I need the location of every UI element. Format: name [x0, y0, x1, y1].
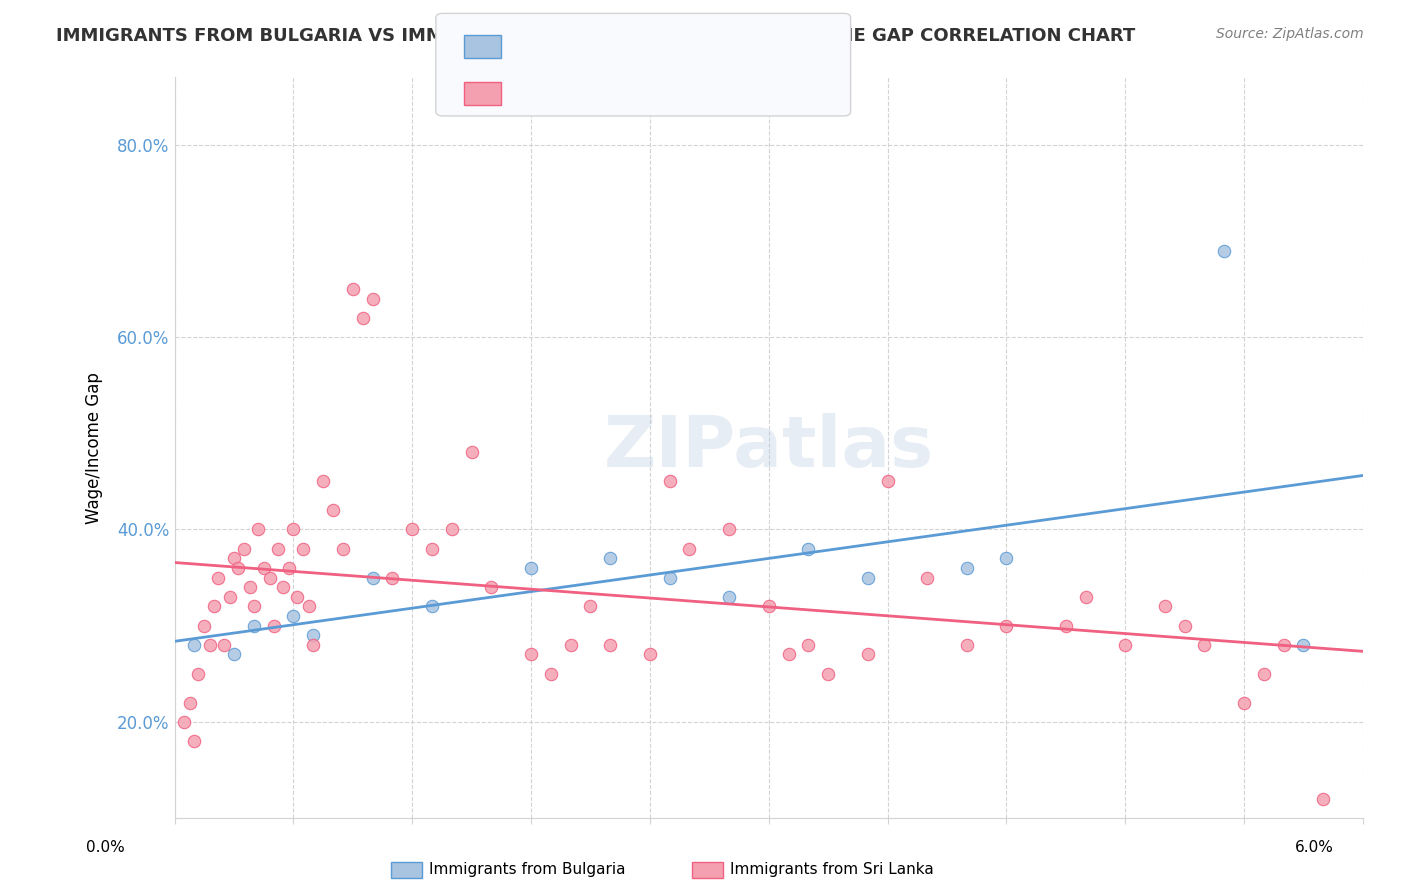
Point	[246, 523, 269, 537]
Point	[212, 638, 235, 652]
Point	[273, 580, 295, 594]
Point	[817, 666, 839, 681]
Point	[193, 618, 215, 632]
Point	[200, 638, 222, 652]
Point	[222, 551, 245, 566]
Point	[183, 734, 205, 748]
Point	[226, 561, 249, 575]
Point	[540, 666, 562, 681]
Point	[758, 599, 780, 614]
Point	[1272, 638, 1295, 652]
Text: R = -0.070    N = 67: R = -0.070 N = 67	[510, 85, 693, 103]
Point	[718, 590, 741, 604]
Point	[266, 541, 288, 556]
Point	[420, 541, 443, 556]
Point	[599, 551, 621, 566]
Point	[440, 523, 463, 537]
Point	[856, 648, 879, 662]
Point	[183, 638, 205, 652]
Point	[292, 541, 315, 556]
Point	[579, 599, 602, 614]
Point	[173, 714, 195, 729]
Point	[638, 648, 661, 662]
Point	[401, 523, 423, 537]
Point	[876, 475, 898, 489]
Point	[520, 561, 543, 575]
Point	[1233, 696, 1256, 710]
Point	[283, 523, 305, 537]
Point	[302, 628, 325, 642]
Point	[259, 570, 281, 584]
Point	[1253, 666, 1275, 681]
Point	[1054, 618, 1077, 632]
Point	[298, 599, 321, 614]
Text: Source: ZipAtlas.com: Source: ZipAtlas.com	[1216, 27, 1364, 41]
Point	[520, 648, 543, 662]
Point	[481, 580, 503, 594]
Text: Immigrants from Sri Lanka: Immigrants from Sri Lanka	[730, 863, 934, 877]
Point	[332, 541, 354, 556]
Point	[778, 648, 800, 662]
Point	[797, 541, 820, 556]
Point	[179, 696, 201, 710]
Point	[342, 282, 364, 296]
Point	[560, 638, 582, 652]
Point	[202, 599, 225, 614]
Text: Immigrants from Bulgaria: Immigrants from Bulgaria	[429, 863, 626, 877]
Point	[718, 523, 741, 537]
Point	[219, 590, 242, 604]
Point	[658, 475, 681, 489]
Point	[1074, 590, 1097, 604]
Point	[915, 570, 938, 584]
Point	[1153, 599, 1175, 614]
Point	[242, 618, 264, 632]
Point	[420, 599, 443, 614]
Point	[253, 561, 276, 575]
Text: R =  0.270    N = 17: R = 0.270 N = 17	[510, 37, 692, 55]
Point	[1194, 638, 1216, 652]
Point	[263, 618, 285, 632]
Point	[1174, 618, 1197, 632]
Point	[312, 475, 335, 489]
Point	[658, 570, 681, 584]
Point	[222, 648, 245, 662]
Point	[239, 580, 262, 594]
Point	[1292, 638, 1315, 652]
Point	[302, 638, 325, 652]
Point	[678, 541, 700, 556]
Point	[995, 551, 1018, 566]
Point	[956, 561, 979, 575]
Point	[856, 570, 879, 584]
Point	[995, 618, 1018, 632]
Text: ZIPatlas: ZIPatlas	[603, 413, 934, 483]
Y-axis label: Wage/Income Gap: Wage/Income Gap	[86, 372, 103, 524]
Point	[1114, 638, 1136, 652]
Point	[322, 503, 344, 517]
Point	[352, 310, 374, 325]
Point	[797, 638, 820, 652]
Point	[285, 590, 308, 604]
Point	[187, 666, 209, 681]
Text: 6.0%: 6.0%	[1295, 840, 1334, 855]
Point	[232, 541, 254, 556]
Text: IMMIGRANTS FROM BULGARIA VS IMMIGRANTS FROM SRI LANKA WAGE/INCOME GAP CORRELATIO: IMMIGRANTS FROM BULGARIA VS IMMIGRANTS F…	[56, 27, 1136, 45]
Point	[1213, 244, 1236, 258]
Point	[381, 570, 404, 584]
Point	[278, 561, 301, 575]
Point	[283, 609, 305, 624]
Point	[361, 570, 384, 584]
Point	[460, 445, 482, 459]
Point	[361, 292, 384, 306]
Point	[1312, 791, 1334, 805]
Point	[242, 599, 264, 614]
Point	[599, 638, 621, 652]
Text: 0.0%: 0.0%	[86, 840, 125, 855]
Point	[956, 638, 979, 652]
Point	[207, 570, 229, 584]
